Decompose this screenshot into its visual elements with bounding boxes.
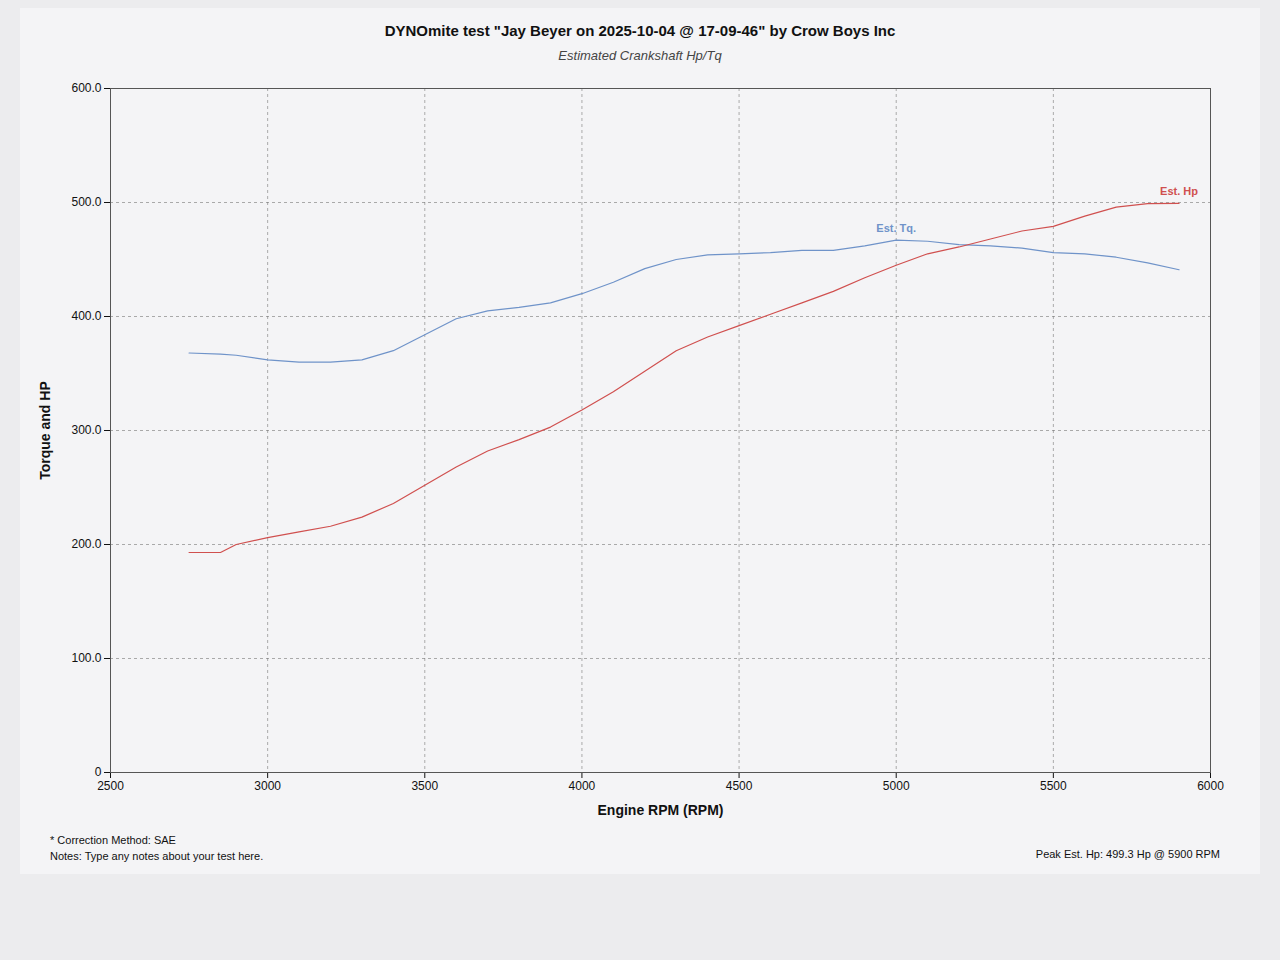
svg-text:500.0: 500.0	[71, 195, 101, 209]
svg-text:Torque and HP: Torque and HP	[37, 381, 53, 480]
svg-text:600.0: 600.0	[71, 81, 101, 95]
html-text:Notes: Type any notes about yo: Notes: Type any notes about your test he…	[50, 850, 264, 862]
svg-text:3500: 3500	[411, 779, 438, 793]
svg-text:0: 0	[95, 765, 102, 779]
html-text:DYNOmite test "Jay Beyer on 20: DYNOmite test "Jay Beyer on 2025-10-04 @…	[384, 22, 896, 39]
html-text:* Correction Method: SAE: * Correction Method: SAE	[50, 834, 176, 846]
svg-text:5500: 5500	[1040, 779, 1067, 793]
svg-text:Est. Tq.: Est. Tq.	[876, 222, 916, 234]
svg-text:4000: 4000	[569, 779, 596, 793]
svg-text:300.0: 300.0	[71, 423, 101, 437]
svg-text:5000: 5000	[883, 779, 910, 793]
svg-text:4500: 4500	[726, 779, 753, 793]
svg-text:6000: 6000	[1197, 779, 1224, 793]
svg-text:400.0: 400.0	[71, 309, 101, 323]
svg-text:Engine RPM (RPM): Engine RPM (RPM)	[598, 802, 724, 818]
svg-text:100.0: 100.0	[71, 651, 101, 665]
html-text:Peak Est. Hp: 499.3 Hp @ 5900: Peak Est. Hp: 499.3 Hp @ 5900 RPM	[1035, 848, 1220, 860]
svg-text:2500: 2500	[97, 779, 124, 793]
svg-text:3000: 3000	[254, 779, 281, 793]
html-text:Estimated Crankshaft Hp/Tq: Estimated Crankshaft Hp/Tq	[558, 48, 722, 63]
svg-text:Est. Hp: Est. Hp	[1160, 185, 1198, 197]
svg-text:200.0: 200.0	[71, 537, 101, 551]
